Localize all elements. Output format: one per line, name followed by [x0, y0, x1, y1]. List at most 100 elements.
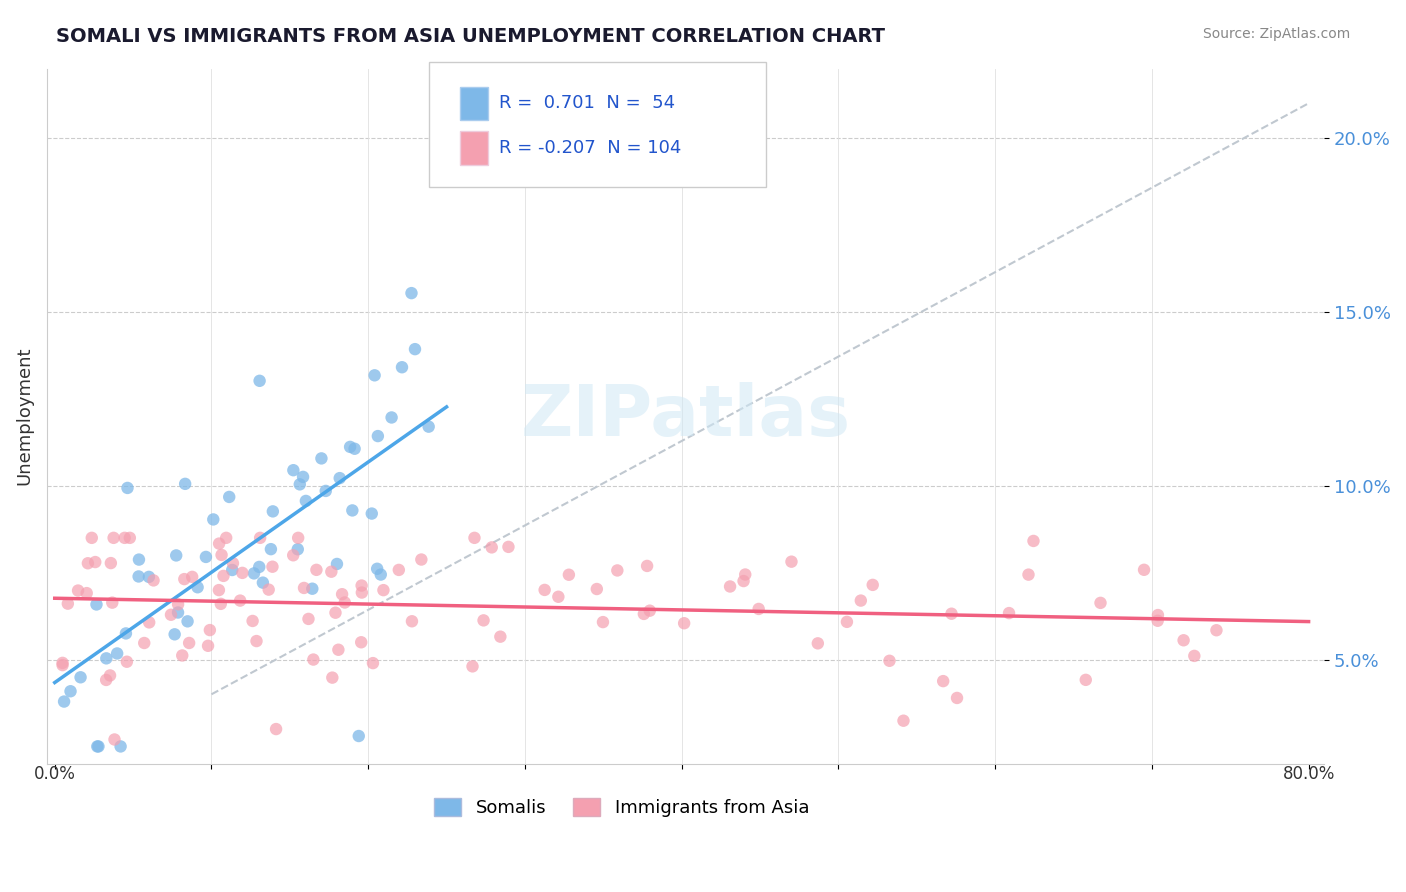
Point [128, 552, 150, 566]
Point [585, 582, 607, 596]
Text: R = -0.207  N = 104: R = -0.207 N = 104 [499, 139, 682, 157]
Point [115, 626, 138, 640]
Point [391, 360, 413, 375]
Point [53, 695, 76, 709]
Point [243, 566, 266, 581]
Point [197, 639, 219, 653]
Point [114, 531, 136, 545]
Point [77, 556, 100, 570]
Point [292, 470, 315, 484]
Point [292, 581, 315, 595]
Point [592, 615, 614, 629]
Point [202, 512, 225, 526]
Text: Source: ZipAtlas.com: Source: ZipAtlas.com [1202, 27, 1350, 41]
Point [1146, 614, 1168, 628]
Point [932, 674, 955, 689]
Y-axis label: Unemployment: Unemployment [15, 347, 32, 485]
Point [1022, 533, 1045, 548]
Point [115, 655, 138, 669]
Point [173, 572, 195, 586]
Point [748, 602, 770, 616]
Legend: Somalis, Immigrants from Asia: Somalis, Immigrants from Asia [427, 790, 817, 824]
Point [360, 507, 382, 521]
Point [401, 286, 423, 301]
Point [311, 451, 333, 466]
Point [174, 476, 197, 491]
Point [606, 564, 628, 578]
Text: 0.0%: 0.0% [34, 765, 76, 783]
Point [302, 652, 325, 666]
Point [222, 556, 245, 570]
Point [946, 690, 969, 705]
Point [326, 557, 349, 571]
Point [342, 503, 364, 517]
Point [76, 586, 98, 600]
Point [305, 563, 328, 577]
Point [321, 565, 343, 579]
Point [218, 490, 240, 504]
Point [229, 593, 252, 607]
Point [381, 410, 404, 425]
Point [498, 540, 520, 554]
Point [67, 583, 90, 598]
Point [361, 656, 384, 670]
Point [1147, 608, 1170, 623]
Point [264, 722, 287, 736]
Point [418, 419, 440, 434]
Point [86, 598, 108, 612]
Point [287, 542, 309, 557]
Point [411, 552, 433, 566]
Point [56, 597, 79, 611]
Point [211, 548, 233, 562]
Point [287, 531, 309, 545]
Point [998, 606, 1021, 620]
Point [481, 541, 503, 555]
Point [231, 566, 253, 580]
Point [401, 614, 423, 628]
Point [370, 567, 392, 582]
Point [101, 596, 124, 610]
Point [69, 670, 91, 684]
Point [373, 583, 395, 598]
Point [245, 634, 267, 648]
Point [489, 630, 512, 644]
Point [105, 647, 128, 661]
Point [80, 531, 103, 545]
Point [100, 556, 122, 570]
Point [835, 615, 858, 629]
Point [110, 739, 132, 754]
Point [160, 607, 183, 622]
Point [167, 598, 190, 612]
Point [176, 615, 198, 629]
Point [208, 536, 231, 550]
Point [103, 531, 125, 545]
Point [404, 342, 426, 356]
Point [181, 570, 204, 584]
Point [636, 558, 658, 573]
Point [209, 597, 232, 611]
Point [252, 575, 274, 590]
Point [167, 606, 190, 620]
Point [718, 579, 741, 593]
Point [262, 559, 284, 574]
Point [333, 595, 356, 609]
Point [208, 583, 231, 598]
Point [807, 636, 830, 650]
Point [87, 739, 110, 754]
Point [187, 580, 209, 594]
Point [1133, 563, 1156, 577]
Point [547, 590, 569, 604]
Point [134, 636, 156, 650]
Point [94, 673, 117, 687]
Point [247, 560, 270, 574]
Point [242, 614, 264, 628]
Point [288, 477, 311, 491]
Point [194, 549, 217, 564]
Point [117, 481, 139, 495]
Point [558, 567, 581, 582]
Point [249, 374, 271, 388]
Point [138, 615, 160, 630]
Point [941, 607, 963, 621]
Point [893, 714, 915, 728]
Point [472, 613, 495, 627]
